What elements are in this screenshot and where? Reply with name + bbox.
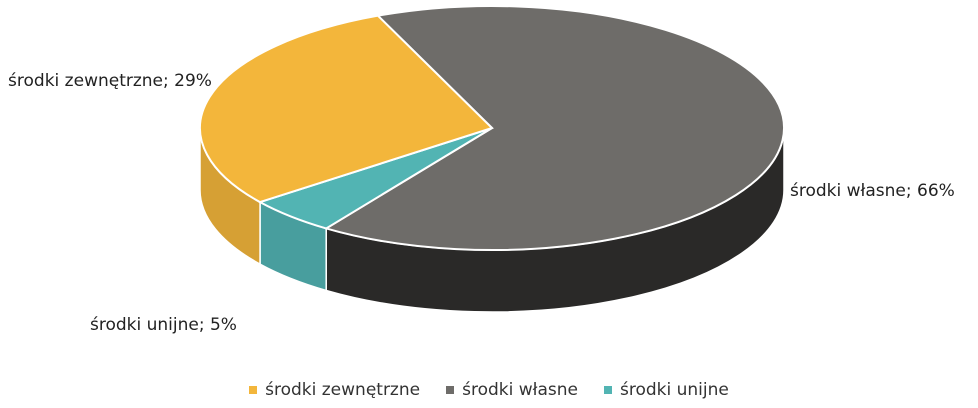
legend-label: środki własne — [462, 380, 578, 400]
legend-label: środki zewnętrzne — [265, 380, 421, 400]
data-label: środki zewnętrzne; 29% — [8, 71, 212, 91]
legend: środki zewnętrzne środki własne środki uni… — [0, 380, 978, 400]
legend-swatch — [603, 386, 612, 394]
slice — [323, 5, 785, 251]
slice — [199, 14, 494, 204]
legend-label: środki unijne — [619, 380, 729, 400]
data-label: środki własne; 66% — [790, 181, 955, 201]
legend-item: środki własne — [446, 380, 578, 400]
data-label: środki unijne; 5% — [90, 315, 237, 335]
legend-swatch — [249, 386, 258, 394]
legend-item: środki zewnętrzne — [249, 380, 420, 400]
legend-item: środki unijne — [603, 380, 729, 400]
legend-swatch — [446, 386, 455, 394]
